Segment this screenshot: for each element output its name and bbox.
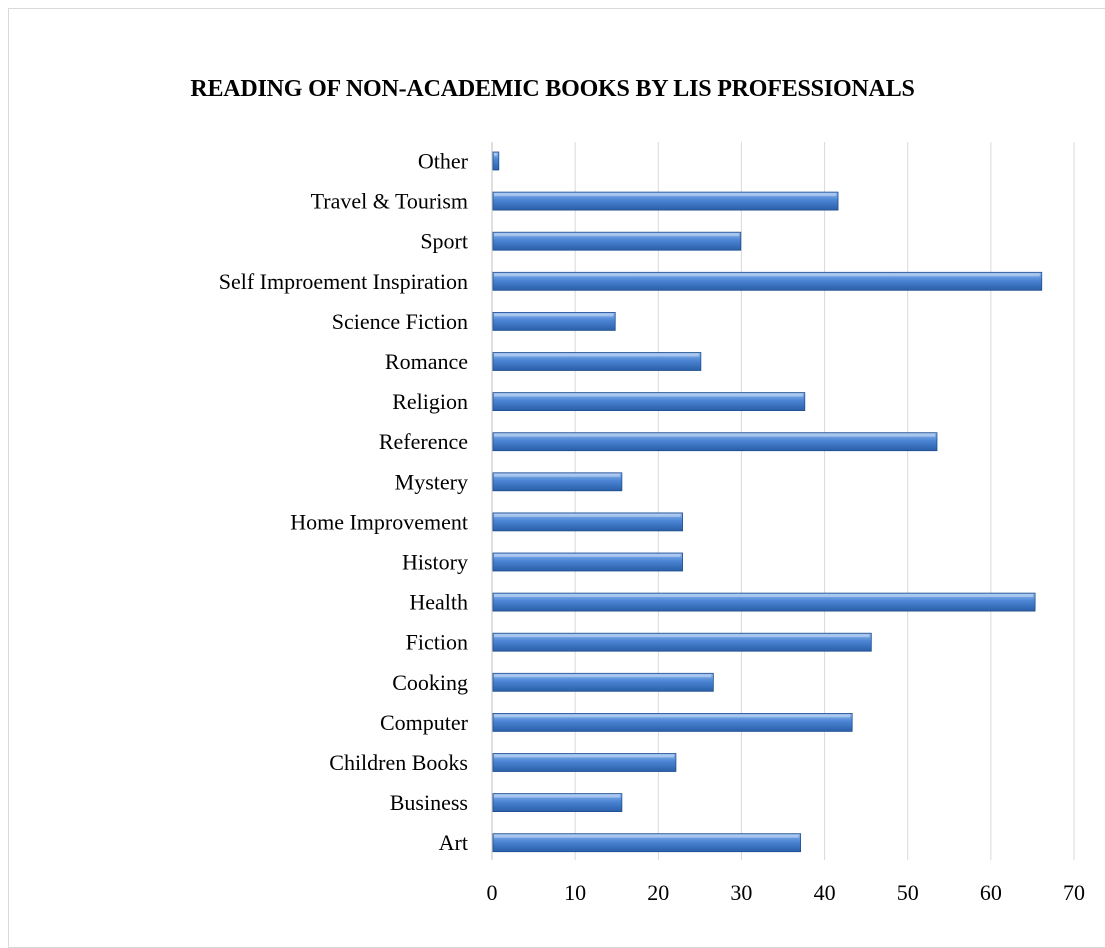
bar-0	[492, 151, 500, 171]
bar-11	[492, 592, 1036, 612]
bar-rect	[492, 793, 623, 812]
chart-title: READING OF NON-ACADEMIC BOOKS BY LIS PRO…	[190, 76, 915, 102]
bar-rect	[492, 352, 702, 371]
bar-5	[492, 352, 702, 371]
bar-7	[492, 432, 938, 452]
category-label-5: Romance	[385, 349, 468, 374]
bar-rect	[492, 231, 742, 251]
bar-highlight	[494, 273, 1040, 277]
bar-2	[492, 231, 742, 251]
bar-10	[492, 552, 683, 572]
category-label-9: Home Improvement	[290, 509, 468, 534]
x-tick-label-50: 50	[897, 880, 919, 905]
bar-rect	[492, 753, 677, 772]
bar-highlight	[494, 834, 799, 838]
bar-4	[492, 311, 616, 331]
bar-highlight	[494, 393, 803, 397]
grid-lines	[491, 142, 1075, 860]
category-label-3: Self Improement Inspiration	[219, 269, 468, 294]
bar-rect	[492, 472, 623, 492]
bar-1	[492, 191, 839, 211]
bar-rect	[492, 151, 500, 171]
bar-rect	[492, 713, 853, 732]
x-tick-labels: 0 10 20 30 40 50 60 70	[487, 880, 1086, 905]
bar-highlight	[494, 433, 935, 437]
bars	[492, 151, 1043, 853]
bar-rect	[492, 512, 683, 532]
bar-highlight	[494, 634, 870, 638]
x-tick-label-30: 30	[730, 880, 752, 905]
bar-rect	[492, 392, 806, 412]
category-label-14: Computer	[380, 710, 469, 735]
bar-highlight	[494, 714, 851, 718]
bar-rect	[492, 833, 802, 853]
bar-highlight	[494, 313, 614, 317]
bar-highlight	[494, 193, 837, 197]
bar-highlight	[494, 513, 681, 517]
bar-14	[492, 713, 853, 732]
bar-rect	[492, 311, 616, 331]
category-label-15: Children Books	[329, 750, 468, 775]
bar-highlight	[494, 674, 712, 678]
bar-rect	[492, 271, 1043, 291]
bar-highlight	[494, 554, 681, 557]
category-label-17: Art	[439, 830, 468, 855]
category-label-10: History	[402, 550, 468, 575]
bar-rect	[492, 672, 714, 692]
category-label-4: Science Fiction	[332, 309, 468, 334]
bar-12	[492, 632, 872, 652]
bar-rect	[492, 432, 938, 452]
x-tick-label-20: 20	[647, 880, 669, 905]
bar-6	[492, 392, 806, 412]
x-tick-label-40: 40	[814, 880, 836, 905]
bar-chart: Other Travel & Tourism Sport Self Improemen…	[219, 142, 1086, 905]
category-label-2: Sport	[420, 229, 468, 254]
x-tick-label-60: 60	[980, 880, 1002, 905]
x-tick-label-70: 70	[1063, 880, 1085, 905]
bar-17	[492, 833, 802, 853]
category-label-0: Other	[418, 149, 469, 174]
bar-rect	[492, 191, 839, 211]
category-label-12: Fiction	[406, 630, 468, 655]
x-tick-label-0: 0	[487, 880, 498, 905]
bar-8	[492, 472, 623, 492]
category-label-6: Religion	[392, 389, 468, 414]
bar-highlight	[494, 594, 1034, 598]
bar-9	[492, 512, 683, 532]
bar-rect	[492, 592, 1036, 612]
x-tick-label-10: 10	[564, 880, 586, 905]
bar-highlight	[494, 153, 497, 156]
category-label-11: Health	[409, 590, 468, 615]
bar-highlight	[494, 233, 739, 237]
bar-13	[492, 672, 714, 692]
category-labels: Other Travel & Tourism Sport Self Improemen…	[219, 149, 469, 856]
bar-highlight	[494, 473, 620, 477]
bar-16	[492, 793, 623, 812]
bar-3	[492, 271, 1043, 291]
category-label-7: Reference	[379, 429, 468, 454]
category-label-13: Cooking	[392, 670, 468, 695]
bar-highlight	[494, 794, 620, 798]
bar-rect	[492, 632, 872, 652]
bar-15	[492, 753, 677, 772]
category-label-16: Business	[390, 790, 468, 815]
category-label-1: Travel & Tourism	[311, 189, 468, 214]
bar-rect	[492, 552, 683, 572]
bar-highlight	[494, 353, 699, 357]
category-label-8: Mystery	[395, 469, 468, 494]
bar-highlight	[494, 754, 674, 758]
